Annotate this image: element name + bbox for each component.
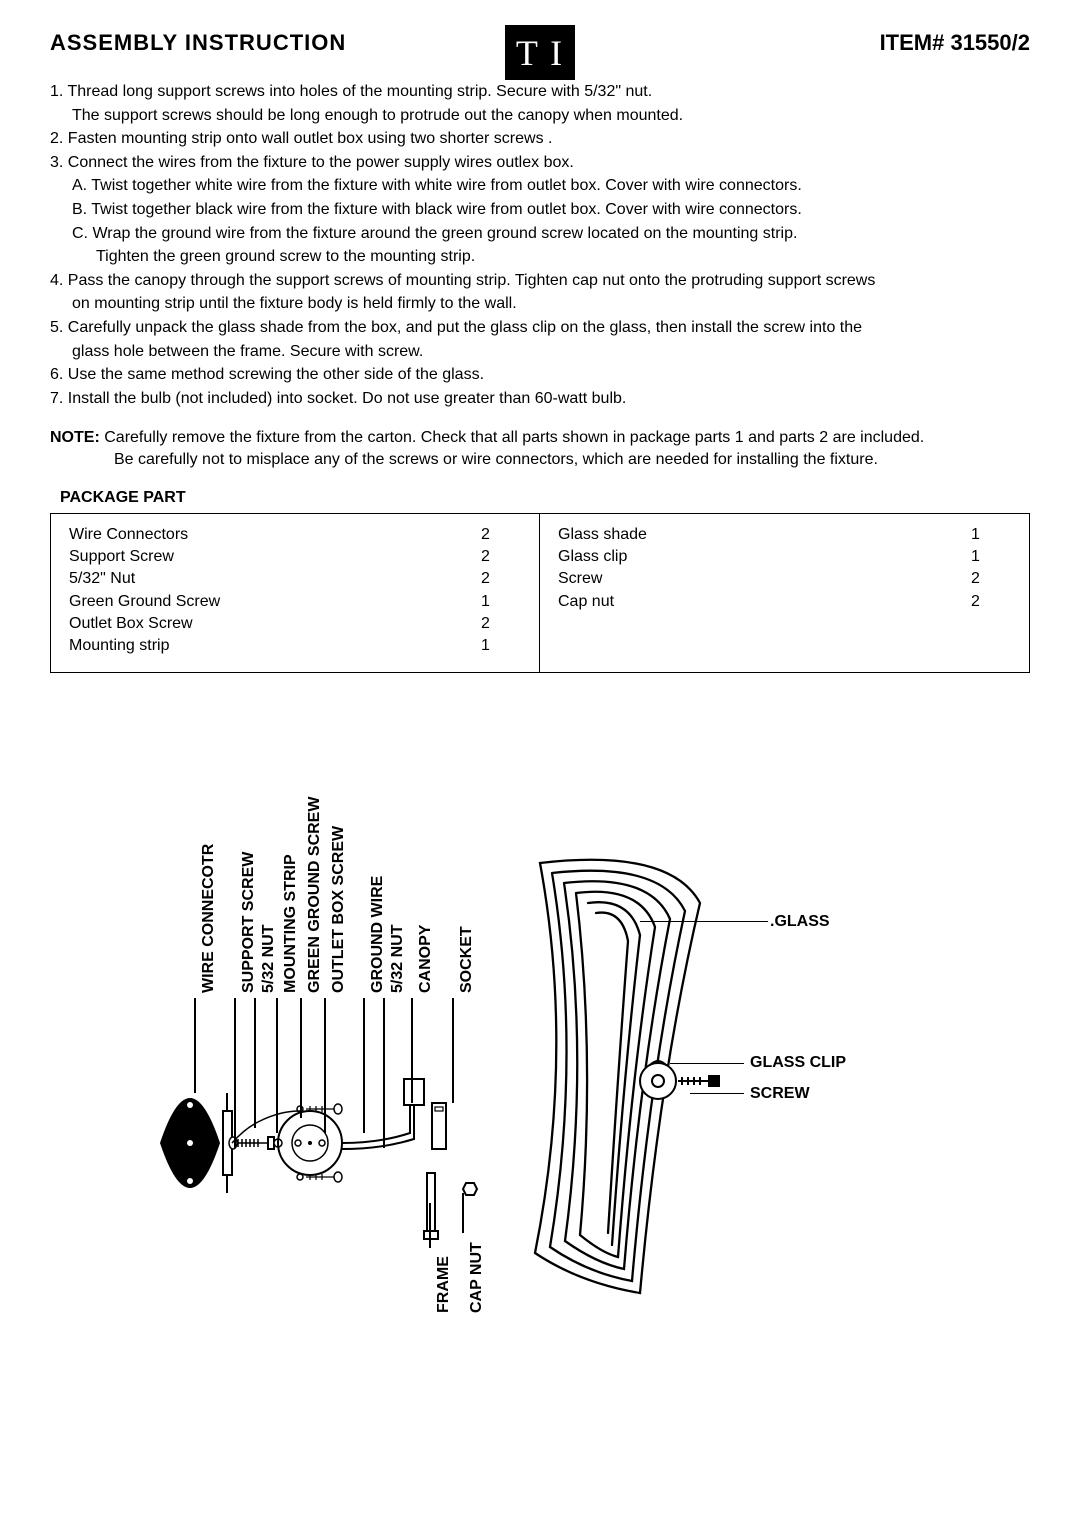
part-name: Screw: [558, 568, 971, 590]
package-row: Outlet Box Screw2: [69, 613, 521, 635]
part-qty: 2: [481, 546, 521, 568]
package-row: Glass clip1: [558, 546, 1011, 568]
instruction-line: on mounting strip until the fixture body…: [50, 293, 1030, 315]
package-row: Glass shade1: [558, 524, 1011, 546]
package-row: Mounting strip1: [69, 635, 521, 657]
part-qty: 2: [971, 591, 1011, 613]
instruction-line: A. Twist together white wire from the fi…: [50, 175, 1030, 197]
instruction-line: The support screws should be long enough…: [50, 105, 1030, 127]
diagram-label: 5/32 NUT: [260, 924, 278, 992]
part-qty: 2: [971, 568, 1011, 590]
note-block: NOTE: Carefully remove the fixture from …: [50, 427, 1030, 470]
diagram-label: SOCKET: [458, 926, 476, 993]
part-name: Glass shade: [558, 524, 971, 546]
instruction-line: Tighten the green ground screw to the mo…: [50, 246, 1030, 268]
instruction-line: 3. Connect the wires from the fixture to…: [50, 152, 1030, 174]
part-name: Support Screw: [69, 546, 481, 568]
leader-line: [300, 998, 302, 1118]
title-left: ASSEMBLY INSTRUCTION: [50, 30, 346, 56]
diagram-label: CANOPY: [417, 924, 435, 992]
leader-line: [194, 998, 196, 1093]
instruction-line: 5. Carefully unpack the glass shade from…: [50, 317, 1030, 339]
part-qty: 2: [481, 568, 521, 590]
package-col-1: Wire Connectors2Support Screw25/32" Nut2…: [51, 514, 540, 672]
leader-line: [254, 998, 256, 1128]
instruction-line: 6. Use the same method screwing the othe…: [50, 364, 1030, 386]
instructions-list: 1. Thread long support screws into holes…: [50, 81, 1030, 409]
instruction-line: glass hole between the frame. Secure wit…: [50, 341, 1030, 363]
package-row: Green Ground Screw1: [69, 591, 521, 613]
instruction-line: C. Wrap the ground wire from the fixture…: [50, 223, 1030, 245]
part-qty: 1: [481, 635, 521, 657]
part-name: Green Ground Screw: [69, 591, 481, 613]
glass-drawing: [510, 833, 770, 1313]
instruction-line: 1. Thread long support screws into holes…: [50, 81, 1030, 103]
diagram-label: GREEN GROUND SCREW: [306, 796, 324, 992]
leader-line: [324, 998, 326, 1133]
diagram-label: SCREW: [750, 1085, 810, 1103]
part-qty: 1: [971, 546, 1011, 568]
note-line2: Be carefully not to misplace any of the …: [50, 449, 1030, 471]
item-number: ITEM# 31550/2: [880, 30, 1030, 56]
diagram-label: GLASS CLIP: [750, 1054, 846, 1072]
leader-line: [690, 1093, 744, 1095]
part-name: Mounting strip: [69, 635, 481, 657]
diagram-label: OUTLET BOX SCREW: [330, 826, 348, 993]
part-qty: 2: [481, 524, 521, 546]
leader-line: [452, 998, 454, 1103]
package-row: Screw2: [558, 568, 1011, 590]
instruction-line: 4. Pass the canopy through the support s…: [50, 270, 1030, 292]
assembly-diagram: WIRE CONNECOTRSUPPORT SCREW5/32 NUTMOUNT…: [50, 703, 1030, 1343]
part-name: Outlet Box Screw: [69, 613, 481, 635]
leader-line: [411, 998, 413, 1103]
leader-line: [363, 998, 365, 1133]
diagram-label: 5/32 NUT: [389, 924, 407, 992]
diagram-label: SUPPORT SCREW: [240, 852, 258, 993]
part-qty: 1: [481, 591, 521, 613]
package-row: 5/32" Nut2: [69, 568, 521, 590]
diagram-label: GROUND WIRE: [369, 876, 387, 993]
part-qty: 1: [971, 524, 1011, 546]
part-name: 5/32" Nut: [69, 568, 481, 590]
header: ASSEMBLY INSTRUCTION T I ITEM# 31550/2: [50, 30, 1030, 56]
package-table: Wire Connectors2Support Screw25/32" Nut2…: [50, 513, 1030, 673]
instruction-line: 7. Install the bulb (not included) into …: [50, 388, 1030, 410]
part-qty: 2: [481, 613, 521, 635]
package-col-2: Glass shade1Glass clip1Screw2Cap nut2: [540, 514, 1029, 672]
logo-box: T I: [505, 25, 575, 80]
package-row: Wire Connectors2: [69, 524, 521, 546]
diagram-label: FRAME: [435, 1256, 453, 1313]
leader-line: [383, 998, 385, 1148]
leader-line: [234, 998, 236, 1148]
diagram-label: WIRE CONNECOTR: [200, 844, 218, 993]
diagram-label: .GLASS: [770, 913, 830, 931]
instruction-line: B. Twist together black wire from the fi…: [50, 199, 1030, 221]
leader-line: [429, 1203, 431, 1248]
diagram-label: MOUNTING STRIP: [282, 854, 300, 993]
leader-line: [462, 1193, 464, 1233]
note-label: NOTE:: [50, 429, 100, 446]
part-name: Wire Connectors: [69, 524, 481, 546]
note-line1: Carefully remove the fixture from the ca…: [104, 429, 924, 446]
part-name: Glass clip: [558, 546, 971, 568]
package-title: PACKAGE PART: [50, 489, 1030, 507]
page: ASSEMBLY INSTRUCTION T I ITEM# 31550/2 1…: [0, 0, 1080, 1527]
package-row: Support Screw2: [69, 546, 521, 568]
diagram-label: CAP NUT: [468, 1242, 486, 1313]
leader-line: [276, 998, 278, 1133]
package-row: Cap nut2: [558, 591, 1011, 613]
leader-line: [670, 1063, 744, 1065]
leader-line: [640, 921, 768, 923]
part-name: Cap nut: [558, 591, 971, 613]
instruction-line: 2. Fasten mounting strip onto wall outle…: [50, 128, 1030, 150]
